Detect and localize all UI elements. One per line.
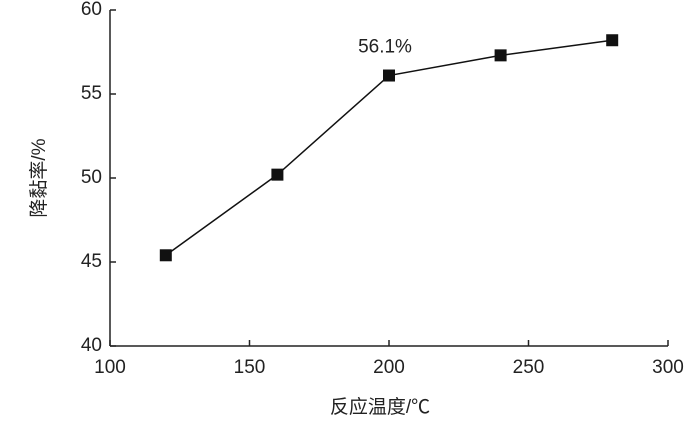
x-tick-label: 200 <box>373 357 405 378</box>
marker <box>383 69 395 82</box>
x-tick-label: 100 <box>94 357 126 378</box>
x-axis-label: 反应温度/℃ <box>330 396 430 418</box>
y-axis-label: 降黏率/% <box>28 138 50 217</box>
marker <box>271 168 284 181</box>
y-tick-label: 55 <box>81 83 102 104</box>
x-tick-label: 300 <box>652 357 684 378</box>
marker <box>606 34 619 47</box>
data-label: 56.1% <box>358 37 412 58</box>
marker <box>494 49 507 62</box>
y-tick-label: 50 <box>81 167 102 188</box>
x-tick-label: 250 <box>513 357 545 378</box>
y-tick-label: 45 <box>81 251 102 272</box>
x-tick-label: 150 <box>234 357 266 378</box>
y-tick-label: 40 <box>81 335 102 356</box>
marker <box>159 249 172 262</box>
y-tick-label: 60 <box>81 0 102 20</box>
